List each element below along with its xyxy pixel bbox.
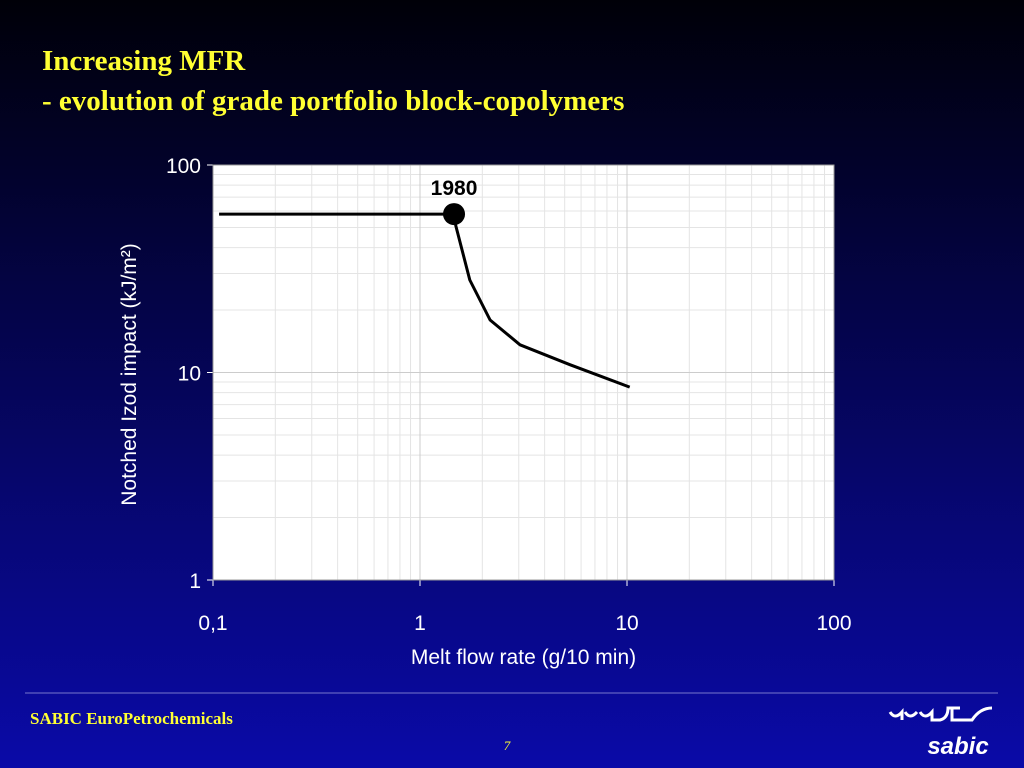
slide-title: Increasing MFR (42, 45, 246, 77)
logo-text: sabic (927, 733, 988, 760)
logo-arabic (888, 706, 993, 722)
x-tick-label: 10 (615, 612, 638, 635)
annotation: 1980 (431, 177, 478, 200)
x-tick-label: 0,1 (198, 612, 227, 635)
y-axis-label: Notched Izod impact (kJ/m²) (118, 243, 141, 506)
y-tick-label: 10 (178, 363, 201, 386)
chart: 0,1 1 10 100 1 10 100 Melt flow rate (g/10 min)… (118, 155, 852, 669)
x-axis-label: Melt flow rate (g/10 min) (411, 646, 636, 669)
footer-company: SABIC EuroPetrochemicals (30, 709, 233, 728)
y-tick-label: 100 (166, 155, 201, 178)
x-tick-label: 100 (816, 612, 851, 635)
y-tick-label: 1 (189, 570, 201, 593)
page-number: 7 (504, 738, 511, 753)
event-marker (443, 203, 466, 226)
x-tick-label: 1 (414, 612, 426, 635)
slide-subtitle: - evolution of grade portfolio block-cop… (42, 85, 624, 117)
plot-border (212, 164, 835, 581)
